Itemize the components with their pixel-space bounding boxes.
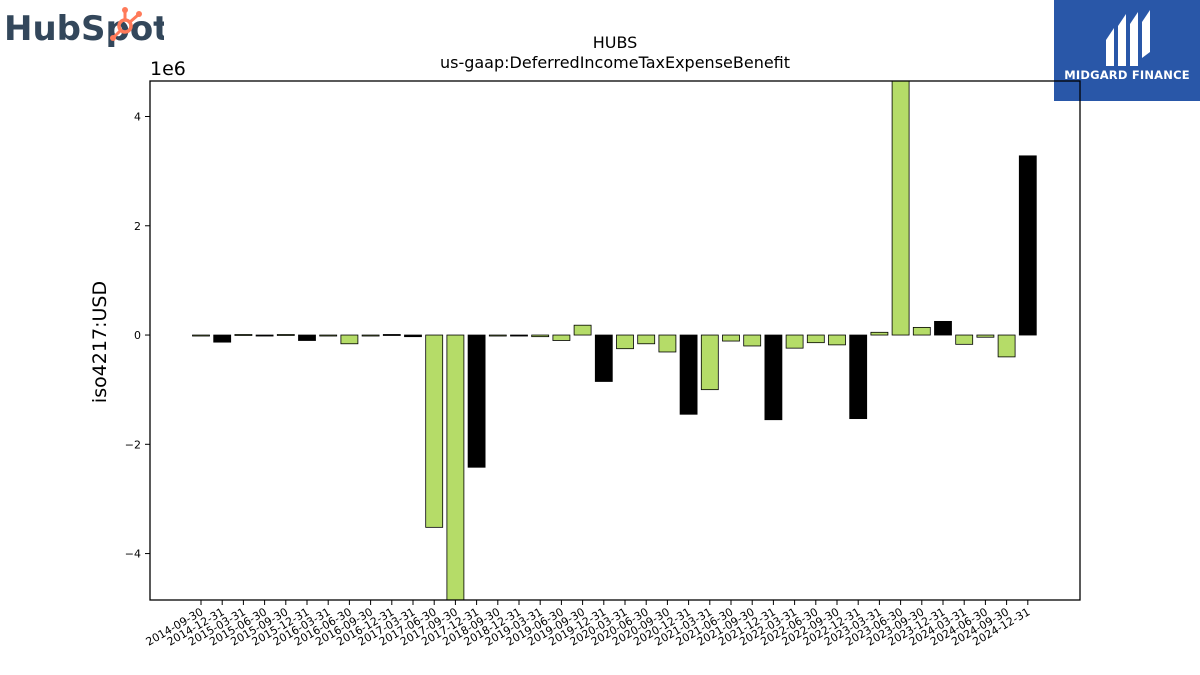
y-tick-label: 2 bbox=[134, 220, 141, 233]
y-tick-label: 4 bbox=[134, 111, 141, 124]
bar-2015-06-30 bbox=[255, 334, 274, 337]
bar-2014-12-31 bbox=[213, 334, 232, 343]
bar-2021-06-30 bbox=[722, 334, 740, 342]
bar-2023-09-30 bbox=[912, 326, 931, 336]
bar-2019-03-31 bbox=[531, 334, 550, 338]
bar-2023-12-31 bbox=[934, 320, 952, 336]
bar-2016-03-31 bbox=[319, 334, 338, 337]
bar-2015-03-31 bbox=[234, 334, 253, 336]
plot-frame bbox=[149, 80, 1081, 601]
bar-2024-03-31 bbox=[955, 334, 974, 345]
midgard-finance-logo-text: MIDGARD FINANCE bbox=[1064, 68, 1190, 82]
bar-2019-09-30 bbox=[573, 324, 592, 336]
bar-2018-12-31 bbox=[510, 334, 528, 337]
bar-2020-12-31 bbox=[679, 334, 698, 415]
chart-subtitle: us-gaap:DeferredIncomeTaxExpenseBenefit bbox=[440, 53, 790, 72]
chart-title: HUBS bbox=[593, 33, 638, 52]
midgard-emblem-icon bbox=[1106, 10, 1150, 66]
bar-2019-06-30 bbox=[552, 334, 571, 341]
hubspot-sprocket-icon bbox=[110, 7, 142, 41]
hubspot-logo: HubSpot bbox=[4, 4, 169, 52]
x-ticks-group: 2014-09-302014-12-312015-03-312015-06-30… bbox=[144, 600, 1032, 649]
y-ticks-group: −4 −2 0 2 4 bbox=[125, 111, 150, 561]
bar-2015-09-30 bbox=[276, 334, 295, 336]
bar-2017-12-31 bbox=[467, 334, 486, 468]
bar-2022-03-31 bbox=[785, 334, 804, 349]
y-axis-scale-label: 1e6 bbox=[150, 58, 186, 80]
bar-2024-06-30 bbox=[976, 334, 995, 338]
bar-2023-03-31 bbox=[870, 331, 889, 336]
bar-2021-09-30 bbox=[743, 334, 762, 347]
bar-2017-03-31 bbox=[404, 334, 422, 338]
bar-2014-09-30 bbox=[192, 334, 210, 337]
y-tick-label: 0 bbox=[134, 329, 141, 342]
bar-2020-06-30 bbox=[637, 334, 656, 345]
bar-2021-03-31 bbox=[700, 334, 719, 391]
bar-2022-12-31 bbox=[849, 334, 868, 420]
bar-2022-09-30 bbox=[828, 334, 846, 346]
y-tick-label: −4 bbox=[125, 548, 141, 561]
bar-2021-12-31 bbox=[764, 334, 783, 421]
bar-2016-09-30 bbox=[361, 334, 380, 337]
bar-2019-12-31 bbox=[594, 334, 613, 382]
bar-2020-09-30 bbox=[658, 334, 677, 353]
bar-2020-03-31 bbox=[616, 334, 634, 350]
bar-2024-09-30 bbox=[997, 334, 1016, 358]
bar-2023-06-30 bbox=[891, 80, 910, 336]
bar-2015-12-31 bbox=[298, 334, 316, 341]
bar-2018-09-30 bbox=[488, 334, 507, 337]
bars-group bbox=[192, 80, 1037, 601]
bar-2017-09-30 bbox=[446, 334, 465, 601]
bar-2016-12-31 bbox=[382, 334, 401, 336]
bar-2016-06-30 bbox=[340, 334, 359, 345]
bar-2024-12-31 bbox=[1018, 155, 1037, 336]
midgard-finance-logo: MIDGARD FINANCE bbox=[1054, 0, 1200, 101]
y-axis-label: iso4217:USD bbox=[89, 281, 111, 403]
y-tick-label: −2 bbox=[125, 438, 141, 451]
bar-2022-06-30 bbox=[806, 334, 825, 344]
bar-2017-06-30 bbox=[425, 334, 444, 528]
